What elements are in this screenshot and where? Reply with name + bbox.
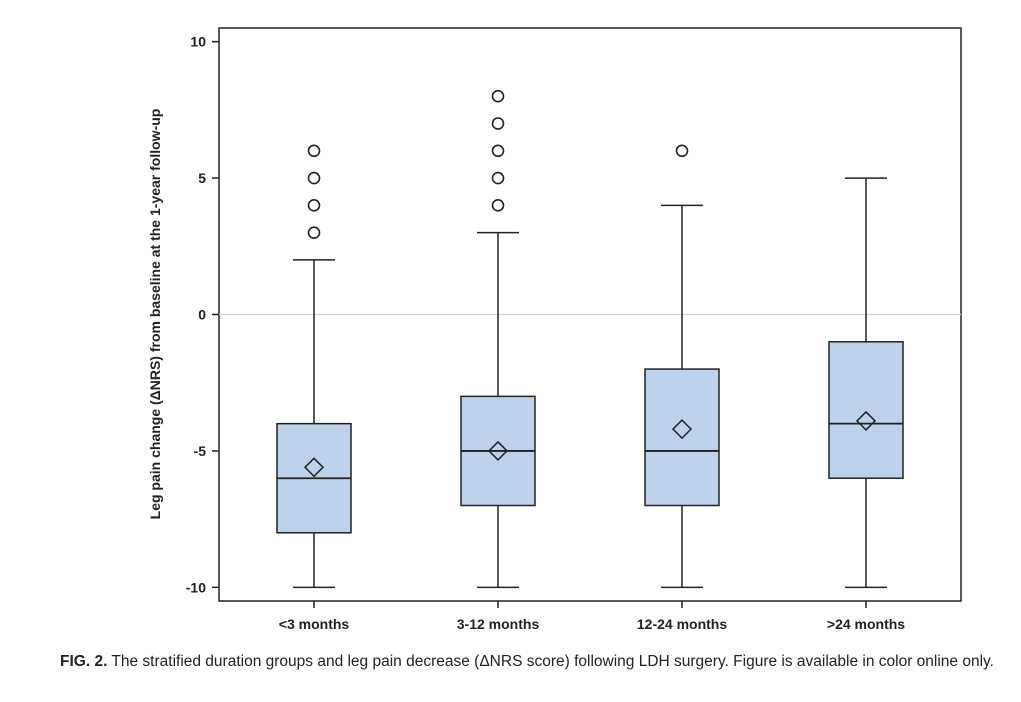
box-group [644, 144, 720, 589]
outlier-point [491, 89, 505, 103]
x-tick-label: 12-24 months [637, 616, 727, 632]
y-tick-label: -5 [194, 443, 207, 459]
x-tick-label: >24 months [827, 616, 905, 632]
figure-caption: FIG. 2. The stratified duration groups a… [60, 651, 1010, 672]
mean-marker [303, 457, 325, 478]
y-axis-label: Leg pain change (ΔNRS) from baseline at … [147, 109, 163, 520]
outlier-point [307, 199, 321, 212]
mean-marker [487, 440, 509, 461]
outlier-point [491, 171, 505, 185]
boxes-layer [276, 89, 904, 589]
outlier-point [675, 144, 689, 158]
outlier-point [491, 199, 505, 212]
outlier-point [491, 144, 505, 158]
outlier-point [307, 226, 321, 239]
y-axis: 10 5 0 -5 -10 [186, 34, 219, 595]
y-tick-label: 10 [190, 34, 206, 50]
y-tick-label: 0 [198, 307, 206, 323]
box-plot-chart: 10 5 0 -5 -10 <3 months 3-12 months 12-24 mont… [147, 27, 962, 632]
x-tick-label: <3 months [279, 616, 350, 632]
y-tick-label: -10 [186, 579, 206, 595]
x-tick-label: 3-12 months [457, 616, 540, 632]
outlier-point [491, 117, 505, 130]
box-iqr [828, 341, 904, 479]
caption-text: The stratified duration groups and leg p… [111, 653, 994, 670]
box-group [276, 144, 352, 589]
caption-label: FIG. 2. [60, 653, 108, 670]
mean-marker [855, 410, 877, 431]
x-axis: <3 months 3-12 months 12-24 months >24 mont… [279, 601, 905, 632]
outlier-point [307, 171, 321, 185]
outlier-point [307, 144, 321, 158]
box-group [828, 177, 904, 589]
y-tick-label: 5 [198, 170, 206, 186]
mean-marker [671, 419, 693, 440]
box-group [460, 89, 536, 589]
